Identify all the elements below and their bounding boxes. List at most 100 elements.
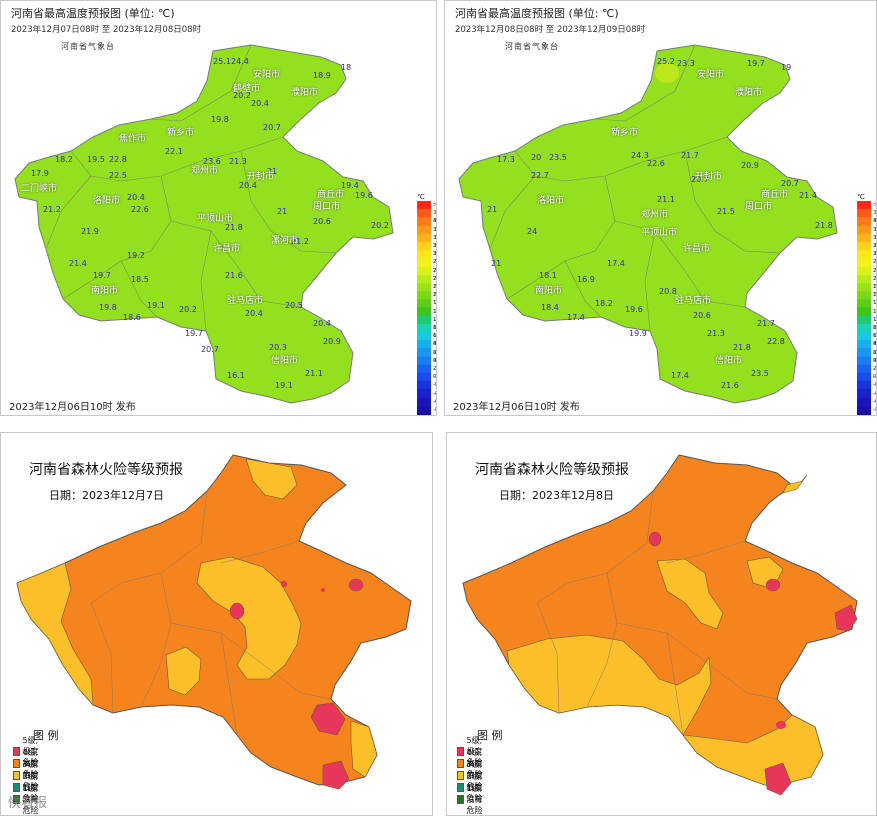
fire-legend-item: 3级,中度危险: [457, 760, 485, 791]
fire-legend-item: 2级,低度危险: [457, 772, 485, 803]
value-label: 18.5: [131, 275, 149, 284]
legend-label: 12-14: [873, 308, 877, 323]
city-label: 新乡市: [167, 128, 195, 138]
legend-swatch: [417, 233, 431, 242]
watermark: 快看报: [8, 796, 48, 811]
legend-label: 3级,中度危险: [466, 759, 483, 791]
city-label: 漯河市: [271, 236, 299, 246]
temp-map-panel-2: 河南省最高温度预报图 (单位: ℃) 2023年12月08日08时 至 2023…: [444, 0, 877, 416]
legend-label: 35-37: [433, 218, 437, 233]
legend-swatch: [857, 250, 871, 259]
value-label: 19.6: [355, 191, 373, 200]
legend-label: -2-0: [873, 366, 877, 381]
value-label: 20: [531, 153, 542, 162]
value-label: 20.2: [233, 91, 251, 100]
value-label: 20.5: [285, 301, 303, 310]
legend-swatch: [857, 356, 871, 365]
legend-swatch: [417, 250, 431, 259]
value-label: 17.4: [607, 259, 625, 268]
legend-label: 14-16: [873, 300, 877, 315]
fire-legend-heading: 图 例: [33, 729, 59, 742]
legend-label: -4--2: [873, 374, 876, 389]
legend-label: 16-18: [433, 292, 437, 307]
legend-swatch: [417, 340, 431, 349]
legend-swatch: [417, 282, 431, 292]
legend-label: 1级,没有危险: [466, 783, 483, 815]
legend-label: 28-30: [433, 243, 437, 258]
legend-swatch: [13, 782, 20, 792]
legend-label: 26-28: [873, 251, 877, 266]
legend-swatch: [857, 348, 871, 357]
value-label: 17.4: [567, 313, 585, 322]
value-label: 21.5: [717, 207, 735, 216]
value-label: 20.4: [313, 319, 331, 328]
temp-map-agency: 河南省气象台: [505, 42, 559, 51]
legend-label: 2级,低度危险: [22, 771, 39, 803]
legend-swatch: [857, 315, 871, 324]
legend-label: 5级,极度危险: [22, 735, 39, 767]
legend-label: 35-37: [873, 218, 877, 233]
fire-legend-item: 1级,没有危险: [13, 784, 41, 815]
value-label: 21.7: [757, 319, 775, 328]
legend-unit: ℃: [857, 193, 865, 201]
henan-province-shape: [14, 44, 394, 404]
value-label: 22.6: [131, 205, 149, 214]
value-label: 23.5: [549, 153, 567, 162]
value-label: 24: [527, 227, 538, 236]
legend-swatch: [457, 770, 464, 780]
city-label: 周口市: [313, 202, 341, 212]
city-label: 许昌市: [683, 244, 711, 254]
legend-label: 18-20: [433, 284, 437, 299]
legend-swatch: [417, 381, 431, 390]
value-label: 18.9: [313, 71, 331, 80]
legend-swatch: [417, 299, 431, 308]
city-label: 鹤壁市: [233, 84, 261, 94]
legend-swatch: [417, 413, 431, 415]
legend-label: 32-35: [433, 226, 437, 241]
legend-swatch: [857, 381, 871, 390]
legend-label: 2级,低度危险: [466, 771, 483, 803]
legend-swatch: [417, 332, 431, 341]
temp-map-issued: 2023年12月06日10时 发布: [9, 402, 136, 413]
legend-swatch: [857, 323, 871, 332]
temp-map-agency: 河南省气象台: [61, 42, 115, 51]
legend-label: 16-18: [873, 292, 877, 307]
value-label: 18.1: [539, 271, 557, 280]
value-label: 18.4: [541, 303, 559, 312]
value-label: 21.6: [721, 381, 739, 390]
legend-label: 37-40: [433, 210, 437, 225]
value-label: 21.1: [305, 369, 323, 378]
legend-label: 10-12: [433, 316, 437, 331]
fire-legend-item: 3级,中度危险: [13, 760, 41, 791]
legend-label: 18-20: [873, 284, 877, 299]
legend-label: -8--6: [873, 390, 876, 405]
legend-swatch: [857, 372, 871, 382]
value-label: 21.1: [657, 195, 675, 204]
legend-swatch: [417, 323, 431, 332]
legend-swatch: [417, 348, 431, 357]
fire-legend-heading: 图 例: [477, 729, 503, 742]
legend-swatch: [13, 794, 20, 804]
legend-label: 22-24: [433, 267, 437, 282]
value-label: 20.8: [659, 287, 677, 296]
value-label: 16.1: [227, 371, 245, 380]
legend-swatch: [417, 258, 431, 267]
fire-map-panel-2: 河南省森林火险等级预报 日期：2023年12月8日 图 例 5级,极度危险 4级,…: [446, 432, 877, 816]
value-label: 21.8: [733, 343, 751, 352]
value-label: 19.2: [127, 251, 145, 260]
value-label: 21.4: [69, 259, 87, 268]
value-label: 20.3: [269, 343, 287, 352]
legend-swatch: [857, 241, 871, 251]
value-label: 20.6: [313, 217, 331, 226]
city-label: 安阳市: [697, 70, 725, 80]
fire-legend-item: 5级,极度危险: [13, 736, 41, 767]
temp-map-period: 2023年12月07日08时 至 2023年12月08日08时: [11, 25, 202, 35]
legend-swatch: [457, 782, 464, 792]
value-label: 21.3: [707, 329, 725, 338]
value-label: 20.2: [179, 305, 197, 314]
city-label: 濮阳市: [291, 88, 319, 98]
legend-label: -10--8: [433, 398, 436, 413]
value-label: 18: [341, 63, 352, 72]
legend-swatch: [857, 282, 871, 292]
legend-swatch: [857, 299, 871, 308]
